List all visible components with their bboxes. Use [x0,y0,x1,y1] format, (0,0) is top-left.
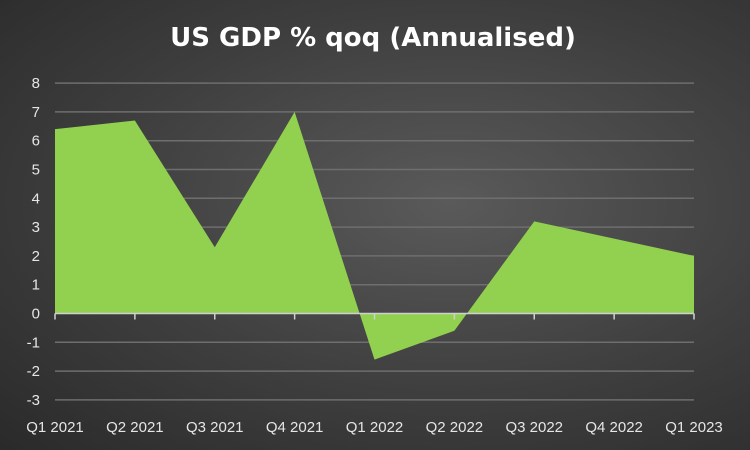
x-tick-label: Q2 2022 [426,419,484,436]
y-tick-label: -3 [27,392,40,409]
y-tick-label: 4 [32,190,40,207]
x-tick-label: Q4 2021 [266,419,324,436]
y-tick-label: 8 [32,75,40,92]
area-series [55,111,694,360]
x-tick-label: Q4 2022 [585,419,643,436]
y-tick-label: 0 [32,306,40,323]
y-tick-label: 2 [32,248,40,265]
y-tick-label: 1 [32,277,40,294]
x-tick-label: Q1 2022 [346,419,404,436]
chart-title: US GDP % qoq (Annualised) [170,23,576,53]
y-axis: -3 -2 -1 0 1 2 3 4 5 6 7 8 [27,75,40,409]
y-tick-label: 3 [32,219,40,236]
x-tick-label: Q1 2023 [665,419,723,436]
y-tick-label: -2 [27,363,40,380]
y-tick-label: 5 [32,162,40,179]
x-axis: Q1 2021 Q2 2021 Q3 2021 Q4 2021 Q1 2022 Q2 20… [26,312,723,436]
y-tick-label: 6 [32,133,40,150]
area-fill [55,111,694,360]
x-tick-label: Q2 2021 [106,419,164,436]
x-tick-label: Q3 2022 [505,419,563,436]
y-tick-label: 7 [32,104,40,121]
x-tick-label: Q3 2021 [186,419,244,436]
x-tick-label: Q1 2021 [26,419,84,436]
y-tick-label: -1 [27,334,40,351]
